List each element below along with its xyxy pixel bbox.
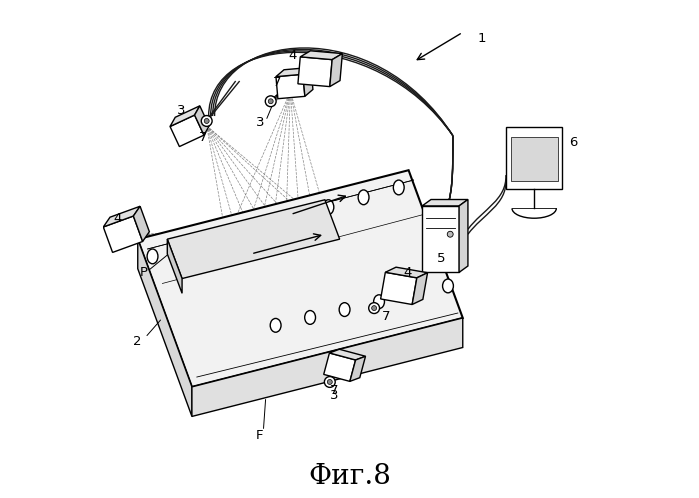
Polygon shape (324, 353, 356, 381)
Ellipse shape (266, 96, 276, 107)
Polygon shape (167, 239, 182, 293)
Polygon shape (459, 200, 468, 272)
Polygon shape (329, 349, 366, 360)
Text: 1: 1 (477, 32, 486, 45)
Ellipse shape (305, 311, 315, 324)
FancyBboxPatch shape (511, 137, 558, 181)
Text: P: P (140, 266, 148, 279)
Polygon shape (167, 200, 340, 278)
Text: Фиг.8: Фиг.8 (308, 463, 391, 490)
Polygon shape (170, 115, 204, 146)
Circle shape (447, 231, 453, 237)
Polygon shape (170, 106, 200, 126)
Polygon shape (381, 272, 417, 304)
Text: 7: 7 (273, 77, 282, 90)
Ellipse shape (408, 287, 419, 301)
Polygon shape (276, 67, 311, 77)
Polygon shape (303, 67, 313, 96)
Ellipse shape (252, 220, 264, 234)
Polygon shape (422, 206, 459, 272)
Polygon shape (138, 170, 463, 387)
Text: 4: 4 (288, 49, 296, 62)
Ellipse shape (358, 190, 369, 205)
Text: 7: 7 (330, 384, 338, 397)
Polygon shape (298, 57, 332, 87)
Polygon shape (422, 200, 468, 206)
Ellipse shape (442, 279, 454, 293)
Text: 5: 5 (437, 252, 446, 265)
Ellipse shape (182, 239, 193, 254)
Polygon shape (192, 318, 463, 416)
Ellipse shape (372, 306, 377, 311)
Polygon shape (350, 356, 366, 381)
Polygon shape (194, 106, 209, 135)
Polygon shape (103, 206, 140, 227)
Ellipse shape (339, 303, 350, 316)
Text: 4: 4 (403, 266, 412, 279)
Polygon shape (385, 267, 428, 278)
Polygon shape (506, 127, 563, 189)
Ellipse shape (271, 318, 281, 332)
Polygon shape (276, 74, 305, 99)
Polygon shape (138, 239, 192, 416)
Ellipse shape (288, 210, 298, 225)
Ellipse shape (327, 379, 332, 384)
Ellipse shape (368, 303, 380, 314)
Text: 7: 7 (382, 310, 390, 323)
Polygon shape (103, 216, 143, 252)
Polygon shape (412, 273, 428, 304)
Ellipse shape (147, 249, 158, 264)
Ellipse shape (323, 200, 334, 215)
Ellipse shape (374, 295, 384, 309)
Polygon shape (134, 206, 150, 242)
Text: 3: 3 (330, 389, 338, 402)
Text: 3: 3 (177, 104, 186, 117)
Text: 4: 4 (113, 212, 122, 225)
Ellipse shape (324, 376, 336, 387)
Ellipse shape (204, 119, 209, 124)
Ellipse shape (394, 180, 404, 195)
Ellipse shape (268, 99, 273, 104)
Ellipse shape (201, 116, 212, 126)
Text: 3: 3 (256, 116, 264, 129)
Ellipse shape (217, 229, 229, 244)
Polygon shape (330, 54, 343, 87)
Text: 2: 2 (133, 335, 141, 348)
Text: 6: 6 (569, 135, 577, 148)
Text: F: F (256, 429, 264, 442)
Text: 7: 7 (199, 130, 208, 143)
Polygon shape (301, 51, 343, 60)
